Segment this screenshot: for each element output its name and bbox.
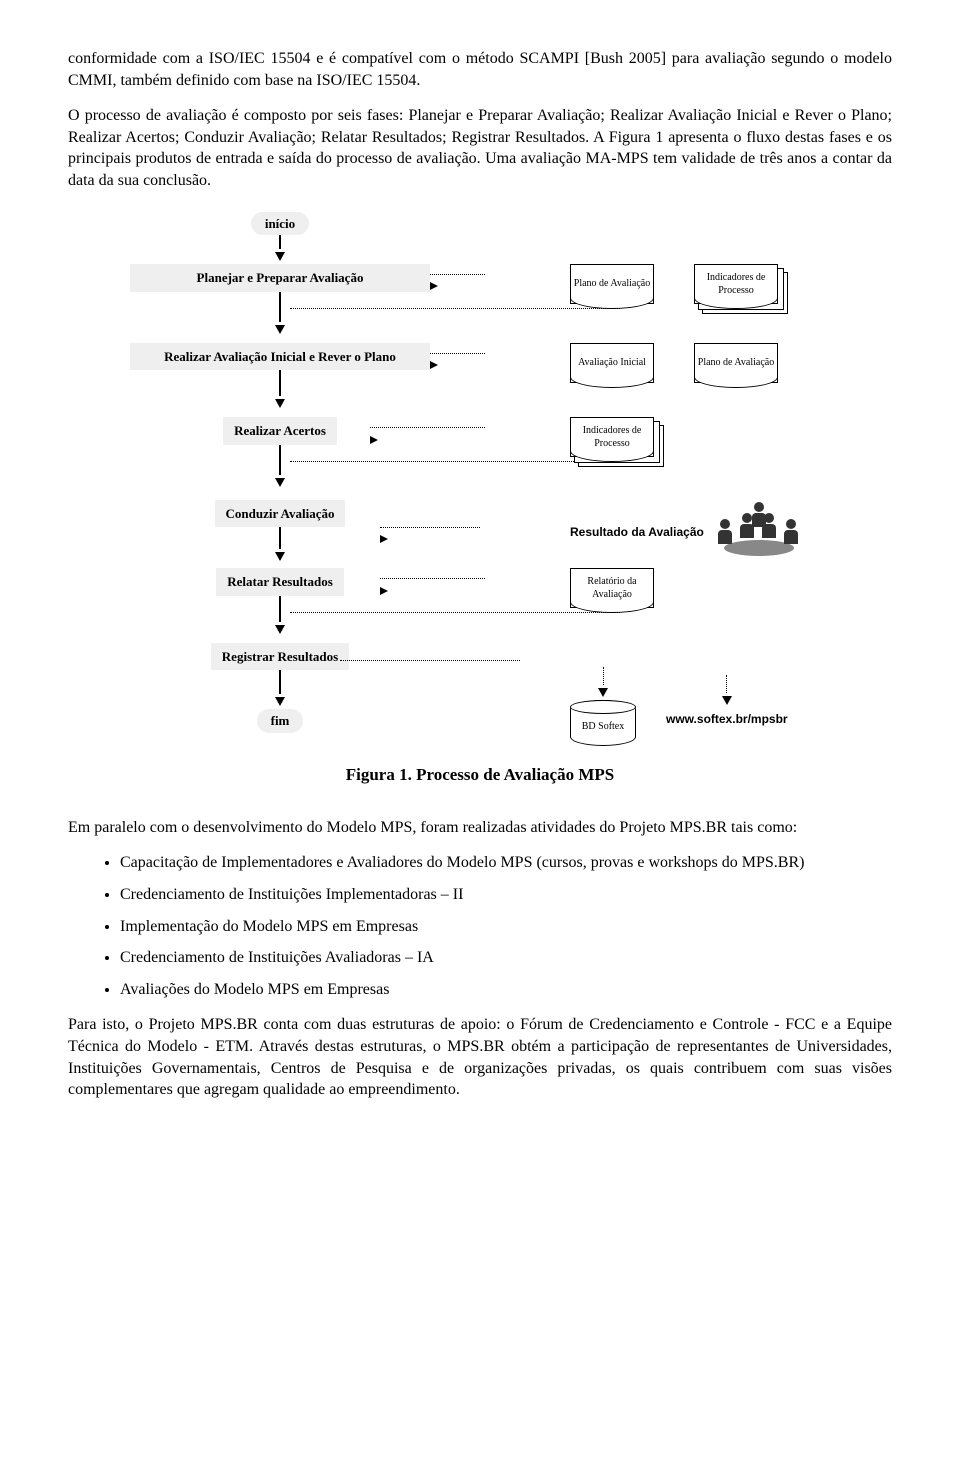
process-diagram: início Planejar e Preparar Avaliação Pla…	[130, 212, 830, 746]
phase-3: Realizar Acertos	[223, 417, 337, 445]
phase-5: Relatar Resultados	[216, 568, 344, 596]
phase-2: Realizar Avaliação Inicial e Rever o Pla…	[130, 343, 430, 371]
figure-caption: Figura 1. Processo de Avaliação MPS	[68, 764, 892, 787]
doc-plano-1: Plano de Avaliação	[570, 264, 654, 304]
phase-6: Registrar Resultados	[211, 643, 349, 671]
doc-aval-inicial: Avaliação Inicial	[570, 343, 654, 383]
end-pill: fim	[257, 709, 304, 733]
list-item: Credenciamento de Instituições Implement…	[120, 884, 892, 906]
doc-relatorio: Relatório da Avaliação	[570, 568, 654, 608]
list-item: Implementação do Modelo MPS em Empresas	[120, 916, 892, 938]
bullet-list: Capacitação de Implementadores e Avaliad…	[68, 852, 892, 1000]
start-pill: início	[251, 212, 309, 236]
result-label: Resultado da Avaliação	[570, 524, 704, 540]
paragraph-1: conformidade com a ISO/IEC 15504 e é com…	[68, 48, 892, 91]
phase-1: Planejar e Preparar Avaliação	[130, 264, 430, 292]
list-item: Avaliações do Modelo MPS em Empresas	[120, 979, 892, 1001]
phase-4: Conduzir Avaliação	[215, 500, 346, 528]
doc-plano-2: Plano de Avaliação	[694, 343, 778, 383]
people-icon	[714, 502, 804, 562]
url-label: www.softex.br/mpsbr	[666, 712, 788, 726]
paragraph-3: Em paralelo com o desenvolvimento do Mod…	[68, 817, 892, 839]
paragraph-2: O processo de avaliação é composto por s…	[68, 105, 892, 191]
db-cylinder: BD Softex	[570, 700, 636, 746]
list-item: Credenciamento de Instituições Avaliador…	[120, 947, 892, 969]
paragraph-4: Para isto, o Projeto MPS.BR conta com du…	[68, 1014, 892, 1100]
doc-indicadores-1: Indicadores de Processo	[694, 264, 778, 304]
doc-indicadores-2: Indicadores de Processo	[570, 417, 654, 457]
list-item: Capacitação de Implementadores e Avaliad…	[120, 852, 892, 874]
